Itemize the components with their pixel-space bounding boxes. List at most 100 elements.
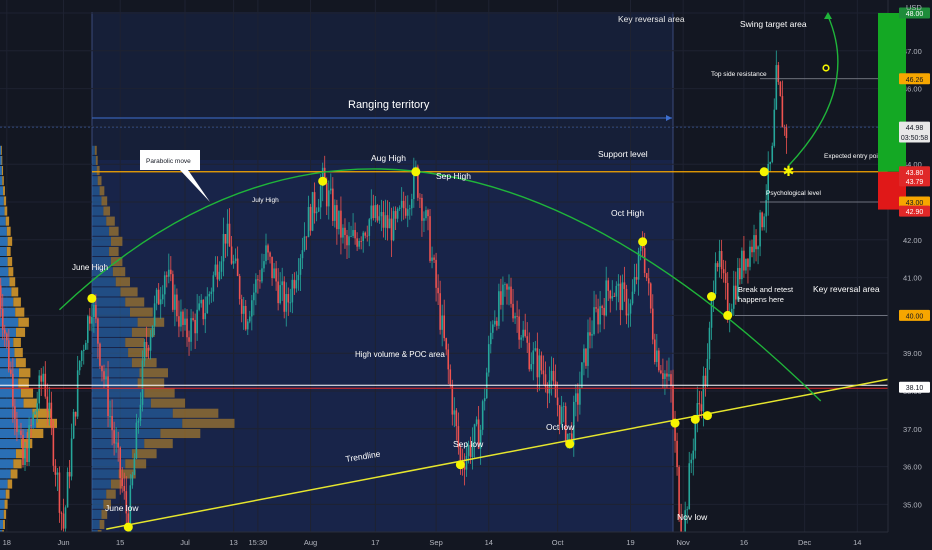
candle-body (24, 447, 26, 465)
sep-high-label: Sep High (436, 171, 471, 181)
candle-body (579, 387, 581, 405)
profile-left-buy-bar (0, 246, 7, 257)
candle-body (238, 275, 241, 300)
profile-left-sell-bar (3, 509, 7, 519)
time-axis-panel[interactable] (0, 532, 932, 550)
candle-body (633, 277, 636, 292)
candle (396, 207, 399, 223)
candle-body (54, 465, 57, 475)
candle (82, 344, 85, 365)
candle-body (662, 373, 664, 379)
profile-left-buy-bar (0, 358, 16, 368)
candle-body (332, 188, 334, 221)
candle-body (716, 263, 719, 267)
candle-body (398, 207, 401, 209)
candle (40, 368, 43, 396)
candle-body (775, 65, 778, 110)
candle (342, 224, 344, 244)
candle (577, 383, 579, 422)
candle-body (275, 268, 277, 282)
candle-body (564, 406, 567, 443)
candle-body (315, 211, 318, 214)
candle-body (603, 307, 605, 316)
candle-body (581, 362, 583, 388)
candle (97, 317, 99, 359)
candle (157, 283, 160, 305)
profile-left-buy-bar (0, 267, 9, 277)
candle-body (336, 205, 338, 230)
candle-body (463, 466, 466, 470)
candle (273, 262, 275, 279)
profile-range-sell-bar (172, 408, 219, 418)
candle-body (755, 235, 757, 250)
candle (174, 284, 176, 327)
profile-range-sell-bar (160, 428, 201, 439)
candle-body (232, 261, 235, 264)
parabolic-callout-bubble (140, 150, 210, 202)
candle-body (149, 336, 152, 351)
candle-body (781, 96, 784, 128)
profile-left-sell-bar (10, 469, 18, 479)
candle-body (42, 373, 45, 382)
candle-body (591, 334, 593, 336)
y-tick-label: 42.00 (903, 236, 922, 245)
candle (368, 217, 371, 247)
candle-body (279, 285, 281, 304)
y-tick-label: 41.00 (903, 274, 922, 283)
candle-body (684, 510, 686, 548)
candle-body (234, 258, 237, 262)
candle-body (198, 303, 200, 310)
candle (508, 274, 510, 306)
candle (408, 204, 411, 220)
x-tick-label: Oct (552, 538, 565, 547)
candle-body (190, 318, 192, 342)
candle (755, 229, 757, 262)
candle-body (613, 296, 616, 297)
candle (694, 420, 697, 459)
candle-body (327, 190, 330, 207)
candle (8, 328, 10, 373)
candle-body (502, 284, 504, 305)
candle (180, 299, 182, 332)
candle-body (113, 430, 115, 444)
candle (301, 237, 304, 269)
july-high-label: July High (252, 197, 279, 204)
candle (105, 367, 107, 387)
candle-body (80, 351, 83, 361)
candle (119, 446, 121, 495)
candle (615, 281, 618, 311)
candle (700, 391, 703, 419)
candle (48, 386, 51, 426)
candle (52, 420, 55, 472)
candle-body (342, 227, 344, 238)
candle (546, 382, 549, 409)
candle (453, 397, 456, 428)
candle (597, 298, 599, 334)
candle-body (18, 430, 20, 432)
candle-body (111, 415, 113, 431)
top-side-resistance-label: Top side resistance (711, 71, 767, 78)
candle-body (311, 192, 314, 231)
candle-body (597, 308, 599, 325)
candle (101, 365, 103, 382)
y-tick-label: 46.00 (903, 85, 922, 94)
candle (275, 260, 277, 291)
candle-body (285, 294, 288, 312)
profile-range-buy-bar (92, 398, 151, 408)
key-reversal-bottom-label: Key reversal area (813, 284, 880, 294)
june-low-label: June low (105, 503, 139, 513)
candle-body (40, 375, 43, 382)
candle-body (56, 472, 59, 475)
x-tick-label: 18 (3, 538, 11, 547)
candle-body (471, 443, 474, 457)
profile-left-buy-bar (0, 378, 19, 388)
price-tag-text: 03:50:58 (901, 135, 928, 142)
candle (720, 239, 723, 279)
profile-range-buy-bar (92, 449, 132, 459)
price-tag-bg (899, 205, 930, 217)
candle-body (577, 393, 579, 405)
candle (441, 304, 443, 347)
candle (58, 466, 61, 523)
target-zone-green (878, 13, 906, 172)
